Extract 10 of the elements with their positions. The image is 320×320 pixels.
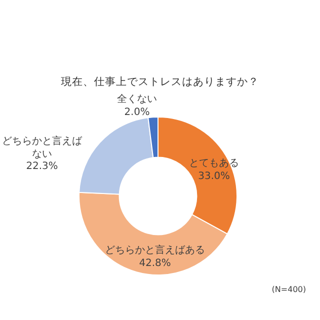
slice-label: とてもある xyxy=(189,158,239,169)
data-label: 42.8% xyxy=(139,258,171,268)
data-label: 33.0% xyxy=(198,170,230,182)
slice-label: 全くない xyxy=(117,94,157,105)
slice-label: どちらかと言えばない xyxy=(2,136,82,160)
chart-title: 現在、仕事上でストレスはありますか？ xyxy=(60,76,260,90)
data-label: 22.3% xyxy=(26,161,58,172)
data-label: 2.0% xyxy=(124,106,150,118)
text: (N=400) xyxy=(272,285,306,295)
slice-label: どちらかと言えばある xyxy=(105,245,205,256)
